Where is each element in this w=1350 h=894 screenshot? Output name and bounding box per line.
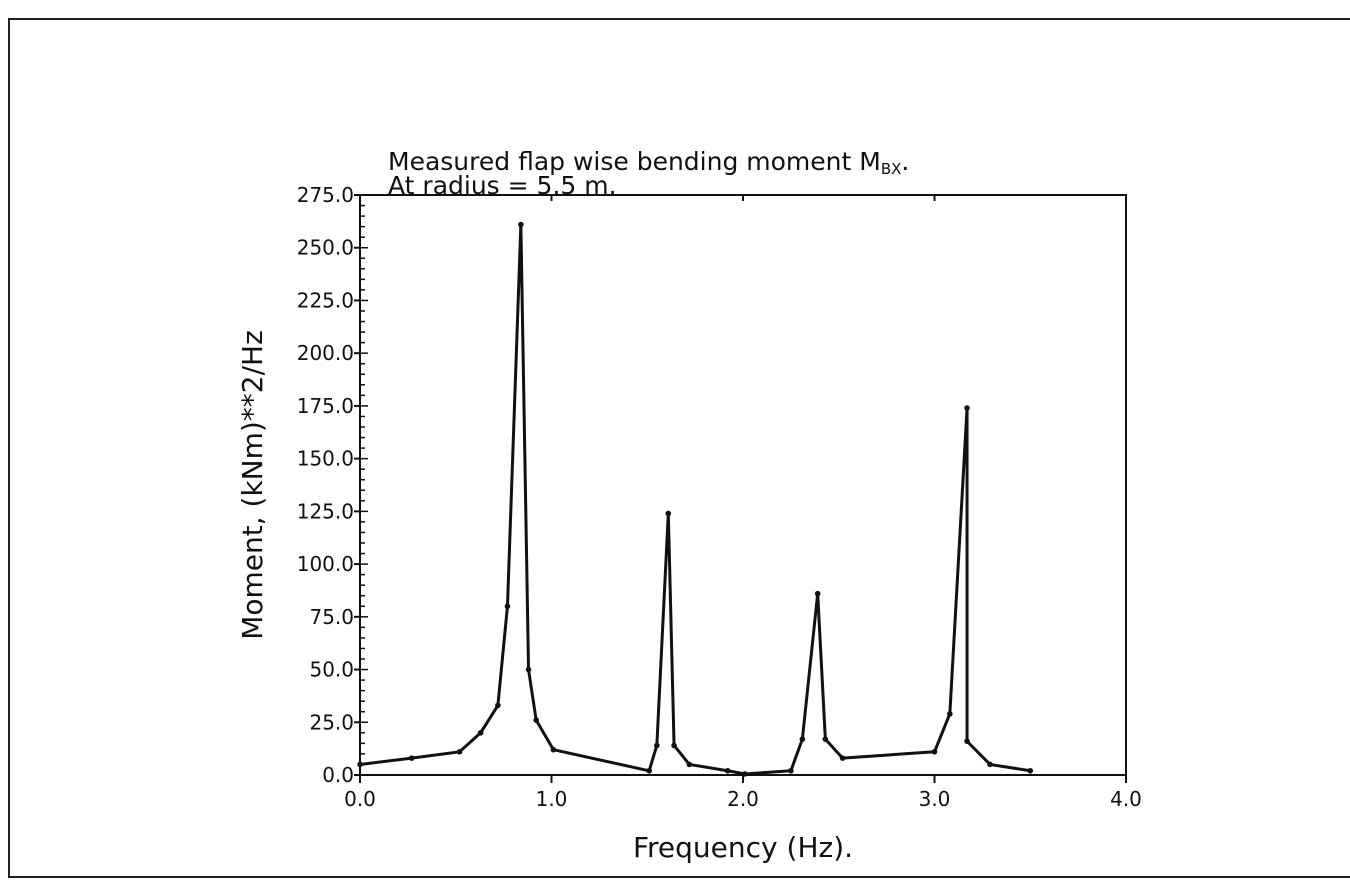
data-point bbox=[822, 736, 829, 742]
data-point bbox=[504, 603, 511, 610]
x-axis-label: Frequency (Hz). bbox=[633, 831, 853, 864]
data-point bbox=[788, 767, 794, 774]
data-point bbox=[742, 771, 748, 777]
data-point bbox=[671, 742, 677, 749]
data-point bbox=[964, 738, 970, 745]
series-line bbox=[359, 223, 1031, 776]
x-tick-label: 0.0 bbox=[344, 787, 376, 811]
data-point bbox=[646, 767, 652, 774]
y-tick-label: 250.0 bbox=[297, 236, 354, 260]
y-tick-label: 275.0 bbox=[297, 183, 354, 207]
y-tick-label: 200.0 bbox=[297, 341, 354, 365]
data-point bbox=[947, 711, 953, 717]
y-axis-label: Moment, (kNm)**2/Hz bbox=[236, 330, 269, 640]
plot-area-border bbox=[359, 194, 1127, 776]
y-tick-label: 100.0 bbox=[297, 552, 354, 576]
data-point bbox=[550, 746, 557, 753]
y-tick-label: 225.0 bbox=[297, 288, 354, 312]
data-point bbox=[686, 761, 693, 768]
data-point bbox=[814, 590, 821, 597]
chart-title-line-1: Measured flap wise bending moment MBX. bbox=[388, 147, 909, 178]
data-point bbox=[839, 755, 846, 761]
data-point bbox=[477, 730, 484, 736]
data-point bbox=[799, 736, 806, 742]
y-tick-label: 175.0 bbox=[297, 394, 354, 418]
y-tick-label: 125.0 bbox=[297, 499, 354, 523]
data-point bbox=[518, 221, 524, 228]
data-point bbox=[724, 767, 731, 774]
y-tick-label: 50.0 bbox=[309, 658, 354, 682]
y-tick-label: 0.0 bbox=[322, 763, 354, 787]
data-point bbox=[495, 702, 501, 709]
data-point bbox=[456, 749, 463, 755]
y-tick-label: 150.0 bbox=[297, 447, 354, 471]
data-point bbox=[654, 742, 660, 749]
figure-frame bbox=[8, 18, 1350, 878]
y-tick-label: 25.0 bbox=[309, 710, 354, 734]
data-point bbox=[533, 717, 539, 723]
data-point bbox=[357, 761, 363, 768]
data-point bbox=[665, 510, 672, 517]
data-point bbox=[1027, 767, 1034, 774]
data-point bbox=[931, 749, 938, 755]
y-tick-label: 75.0 bbox=[309, 605, 354, 629]
data-point bbox=[964, 405, 970, 411]
data-point bbox=[408, 755, 415, 761]
data-point bbox=[987, 761, 993, 768]
x-tick-label: 4.0 bbox=[1110, 787, 1142, 811]
x-tick-label: 1.0 bbox=[536, 787, 568, 811]
data-point bbox=[525, 666, 532, 673]
x-tick-label: 3.0 bbox=[919, 787, 951, 811]
x-tick-label: 2.0 bbox=[727, 787, 759, 811]
